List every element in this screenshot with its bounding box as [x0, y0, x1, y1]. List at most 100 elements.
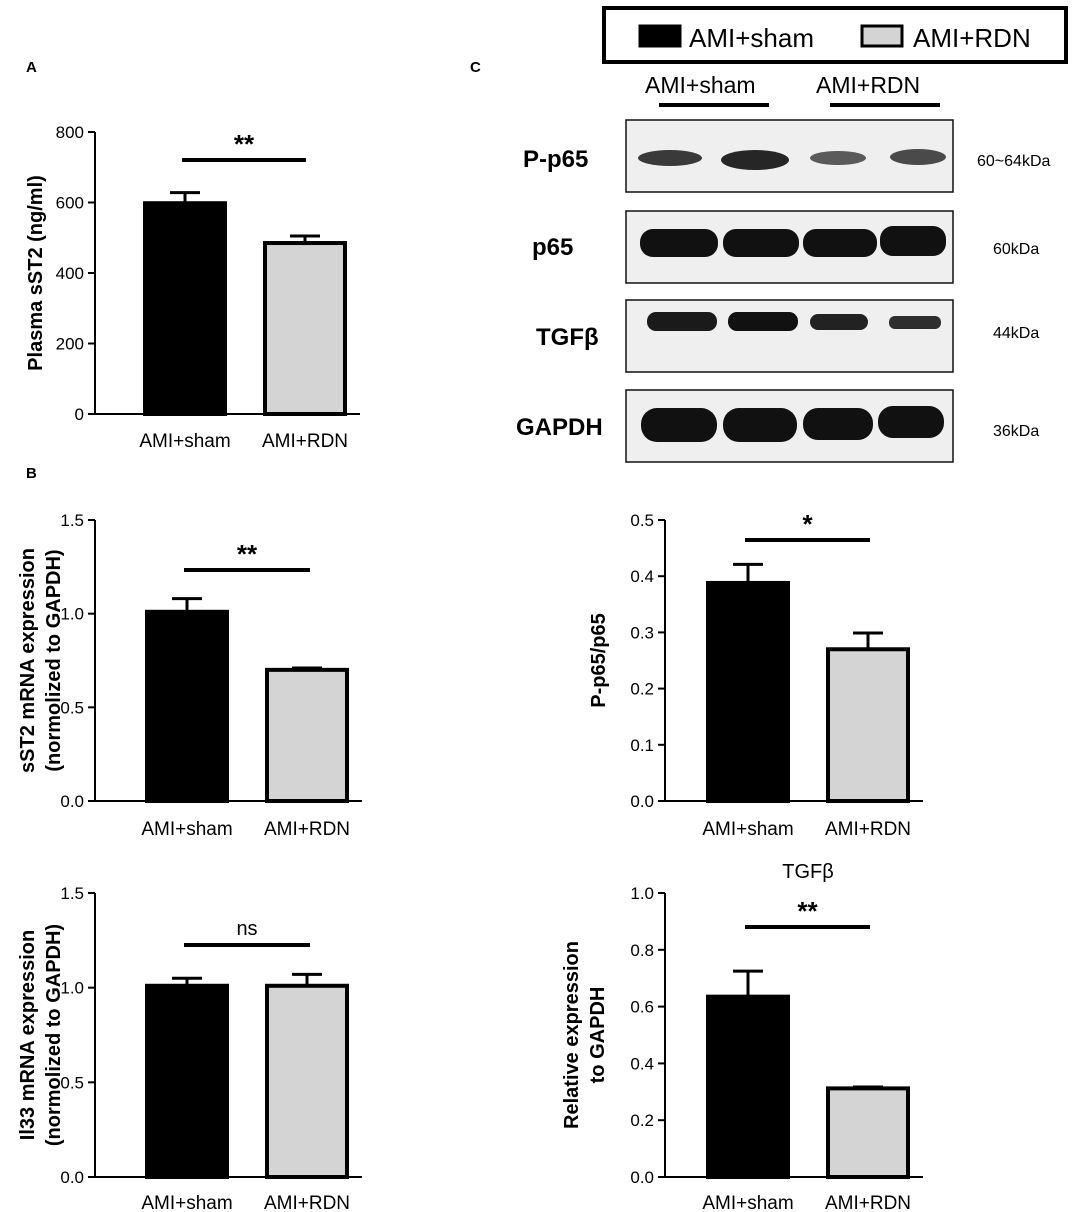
blot-strip-tgfb [625, 299, 954, 373]
y-axis-label-line: Plasma sST2 (ng/ml) [25, 175, 47, 371]
western-blot: AMI+sham AMI+RDN P-p65 60~64kDa p65 60kD… [516, 72, 1050, 463]
y-tick-label: 0.0 [630, 1168, 654, 1187]
blot-size-gapdh: 36kDa [993, 423, 1039, 440]
category-label: AMI+RDN [262, 431, 348, 452]
blot-size-p65: 60kDa [993, 241, 1039, 258]
blot-row-label-pp65: P-p65 [523, 146, 588, 173]
bar-ami-rdn [826, 647, 910, 804]
y-tick-label: 0.0 [60, 1168, 84, 1187]
band-gapdh-3 [803, 408, 873, 440]
category-label: AMI+sham [702, 819, 793, 840]
band-p65-1 [640, 229, 718, 257]
y-axis-label-line: Il33 mRNA expression [17, 930, 39, 1140]
y-tick-label: 0.0 [630, 792, 654, 811]
category-label: AMI+sham [141, 819, 232, 840]
significance-label: ** [237, 539, 258, 569]
y-tick-label: 0.5 [60, 1073, 84, 1092]
y-tick-label: 0.2 [630, 1111, 654, 1130]
bar-ami-sham [706, 580, 790, 803]
category-label: AMI+sham [702, 1193, 793, 1212]
y-tick-label: 1.5 [60, 511, 84, 530]
y-tick-label: 800 [56, 123, 84, 142]
y-tick-label: 0.4 [630, 1054, 654, 1073]
blot-group-label-sham: AMI+sham [645, 72, 756, 98]
blot-row-label-p65: p65 [532, 234, 573, 261]
chart-plasma-sst2: 0 200 400 600 800 Plasma sST2 (ng/ml) AMI+sham… [25, 123, 360, 452]
y-tick-label: 200 [56, 335, 84, 354]
band-gapdh-4 [878, 406, 944, 438]
category-label: AMI+sham [139, 431, 230, 452]
significance-label: ** [234, 129, 255, 159]
band-pp65-3 [810, 151, 866, 165]
y-axis-label-line: to GAPDH [587, 987, 609, 1084]
band-p65-3 [803, 229, 877, 257]
blot-size-tgfb: 44kDa [993, 325, 1039, 342]
y-tick-label: 0.2 [630, 680, 654, 699]
band-gapdh-2 [723, 408, 797, 442]
y-tick-label: 1.5 [60, 884, 84, 903]
y-axis-label: Il33 mRNA expression (normolized to GAPDH… [17, 924, 65, 1146]
chart-sst2-mrna: 0.0 0.5 1.0 1.5 sST2 mRNA expression (normoli… [17, 511, 362, 840]
y-tick-label: 1.0 [60, 605, 84, 624]
y-tick-label: 0.5 [630, 511, 654, 530]
chart-tgfb-relative: TGFβ 0.0 0.2 0.4 0.6 0.8 1.0 Relative expressio… [561, 861, 923, 1212]
y-tick-label: 400 [56, 264, 84, 283]
category-label: AMI+RDN [825, 819, 911, 840]
panel-letter-b: B [26, 465, 37, 482]
bar-ami-sham [706, 994, 790, 1179]
y-tick-label: 1.0 [60, 979, 84, 998]
legend-swatch-rdn [860, 24, 904, 48]
significance-label: ** [797, 896, 818, 926]
panel-letter-a: A [26, 59, 37, 76]
panel-letter-c: C [470, 59, 481, 76]
band-tgfb-3 [810, 314, 868, 330]
y-axis-label-line: Relative expression [561, 941, 583, 1129]
bar-ami-rdn [265, 667, 349, 803]
y-tick-label: 600 [56, 194, 84, 213]
y-tick-label: 0.4 [630, 567, 654, 586]
y-axis-label-line: sST2 mRNA expression [17, 548, 39, 773]
band-tgfb-1 [647, 312, 717, 331]
bar-ami-rdn [265, 983, 349, 1179]
y-axis-label-line: P-p65/p65 [588, 613, 610, 707]
bar-ami-rdn [826, 1086, 910, 1179]
chart-pp65-ratio: 0.0 0.1 0.2 0.3 0.4 0.5 P-p65/p65 AMI+sham AMI+R… [588, 509, 923, 840]
blot-group-label-rdn: AMI+RDN [816, 72, 920, 98]
significance-label: ns [236, 918, 257, 940]
chart-il33-mrna: 0.0 0.5 1.0 1.5 Il33 mRNA expression (normoli… [17, 884, 362, 1212]
band-pp65-4 [890, 149, 946, 165]
blot-row-label-tgfb: TGFβ [536, 324, 599, 351]
bar-ami-sham [145, 983, 229, 1179]
band-p65-2 [723, 229, 799, 257]
y-tick-label: 0.3 [630, 623, 654, 642]
chart-title: TGFβ [782, 861, 834, 883]
y-tick-label: 0.0 [60, 792, 84, 811]
blot-row-label-gapdh: GAPDH [516, 414, 603, 441]
category-label: AMI+sham [141, 1193, 232, 1212]
significance-label: * [802, 509, 813, 539]
band-gapdh-1 [641, 408, 717, 442]
y-tick-label: 0 [75, 405, 84, 424]
legend-swatch-sham [638, 24, 682, 48]
category-label: AMI+RDN [825, 1193, 911, 1212]
y-axis-label: sST2 mRNA expression (normolized to GAPDH… [17, 548, 65, 773]
bar-ami-rdn [263, 241, 347, 416]
y-tick-label: 0.8 [630, 941, 654, 960]
legend-label-sham: AMI+sham [689, 23, 814, 53]
legend-label-rdn: AMI+RDN [913, 23, 1031, 53]
category-label: AMI+RDN [264, 819, 350, 840]
y-tick-label: 0.6 [630, 998, 654, 1017]
y-axis-label: Plasma sST2 (ng/ml) [25, 175, 47, 371]
bar-ami-sham [145, 609, 229, 803]
band-tgfb-2 [728, 312, 798, 331]
y-axis-label-line: (normolized to GAPDH) [43, 924, 65, 1146]
band-p65-4 [880, 226, 946, 256]
y-axis-label: P-p65/p65 [588, 613, 610, 707]
legend: AMI+sham AMI+RDN [602, 6, 1068, 64]
bar-ami-sham [143, 201, 227, 416]
y-tick-label: 0.5 [60, 698, 84, 717]
y-tick-label: 0.1 [630, 736, 654, 755]
band-tgfb-4 [889, 316, 941, 329]
y-tick-label: 1.0 [630, 884, 654, 903]
